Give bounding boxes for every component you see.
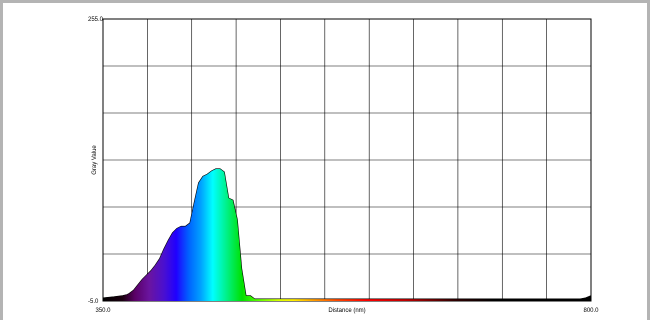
x-tick-label-left: 350.0 [95, 308, 111, 314]
x-tick-label-right: 800.0 [583, 308, 599, 314]
spectrum-area-fill [103, 168, 591, 301]
profile-outline [102, 168, 592, 300]
y-tick-label-top: 255.0 [88, 17, 104, 23]
y-axis-label: Gray Value [92, 145, 98, 175]
y-tick-label-bottom: -5.0 [88, 299, 99, 305]
x-axis-label: Distance (nm) [328, 308, 365, 314]
window-right-border [647, 0, 650, 320]
grid-lines [103, 19, 591, 301]
window-left-border [0, 0, 3, 320]
window-top-border [0, 0, 650, 3]
